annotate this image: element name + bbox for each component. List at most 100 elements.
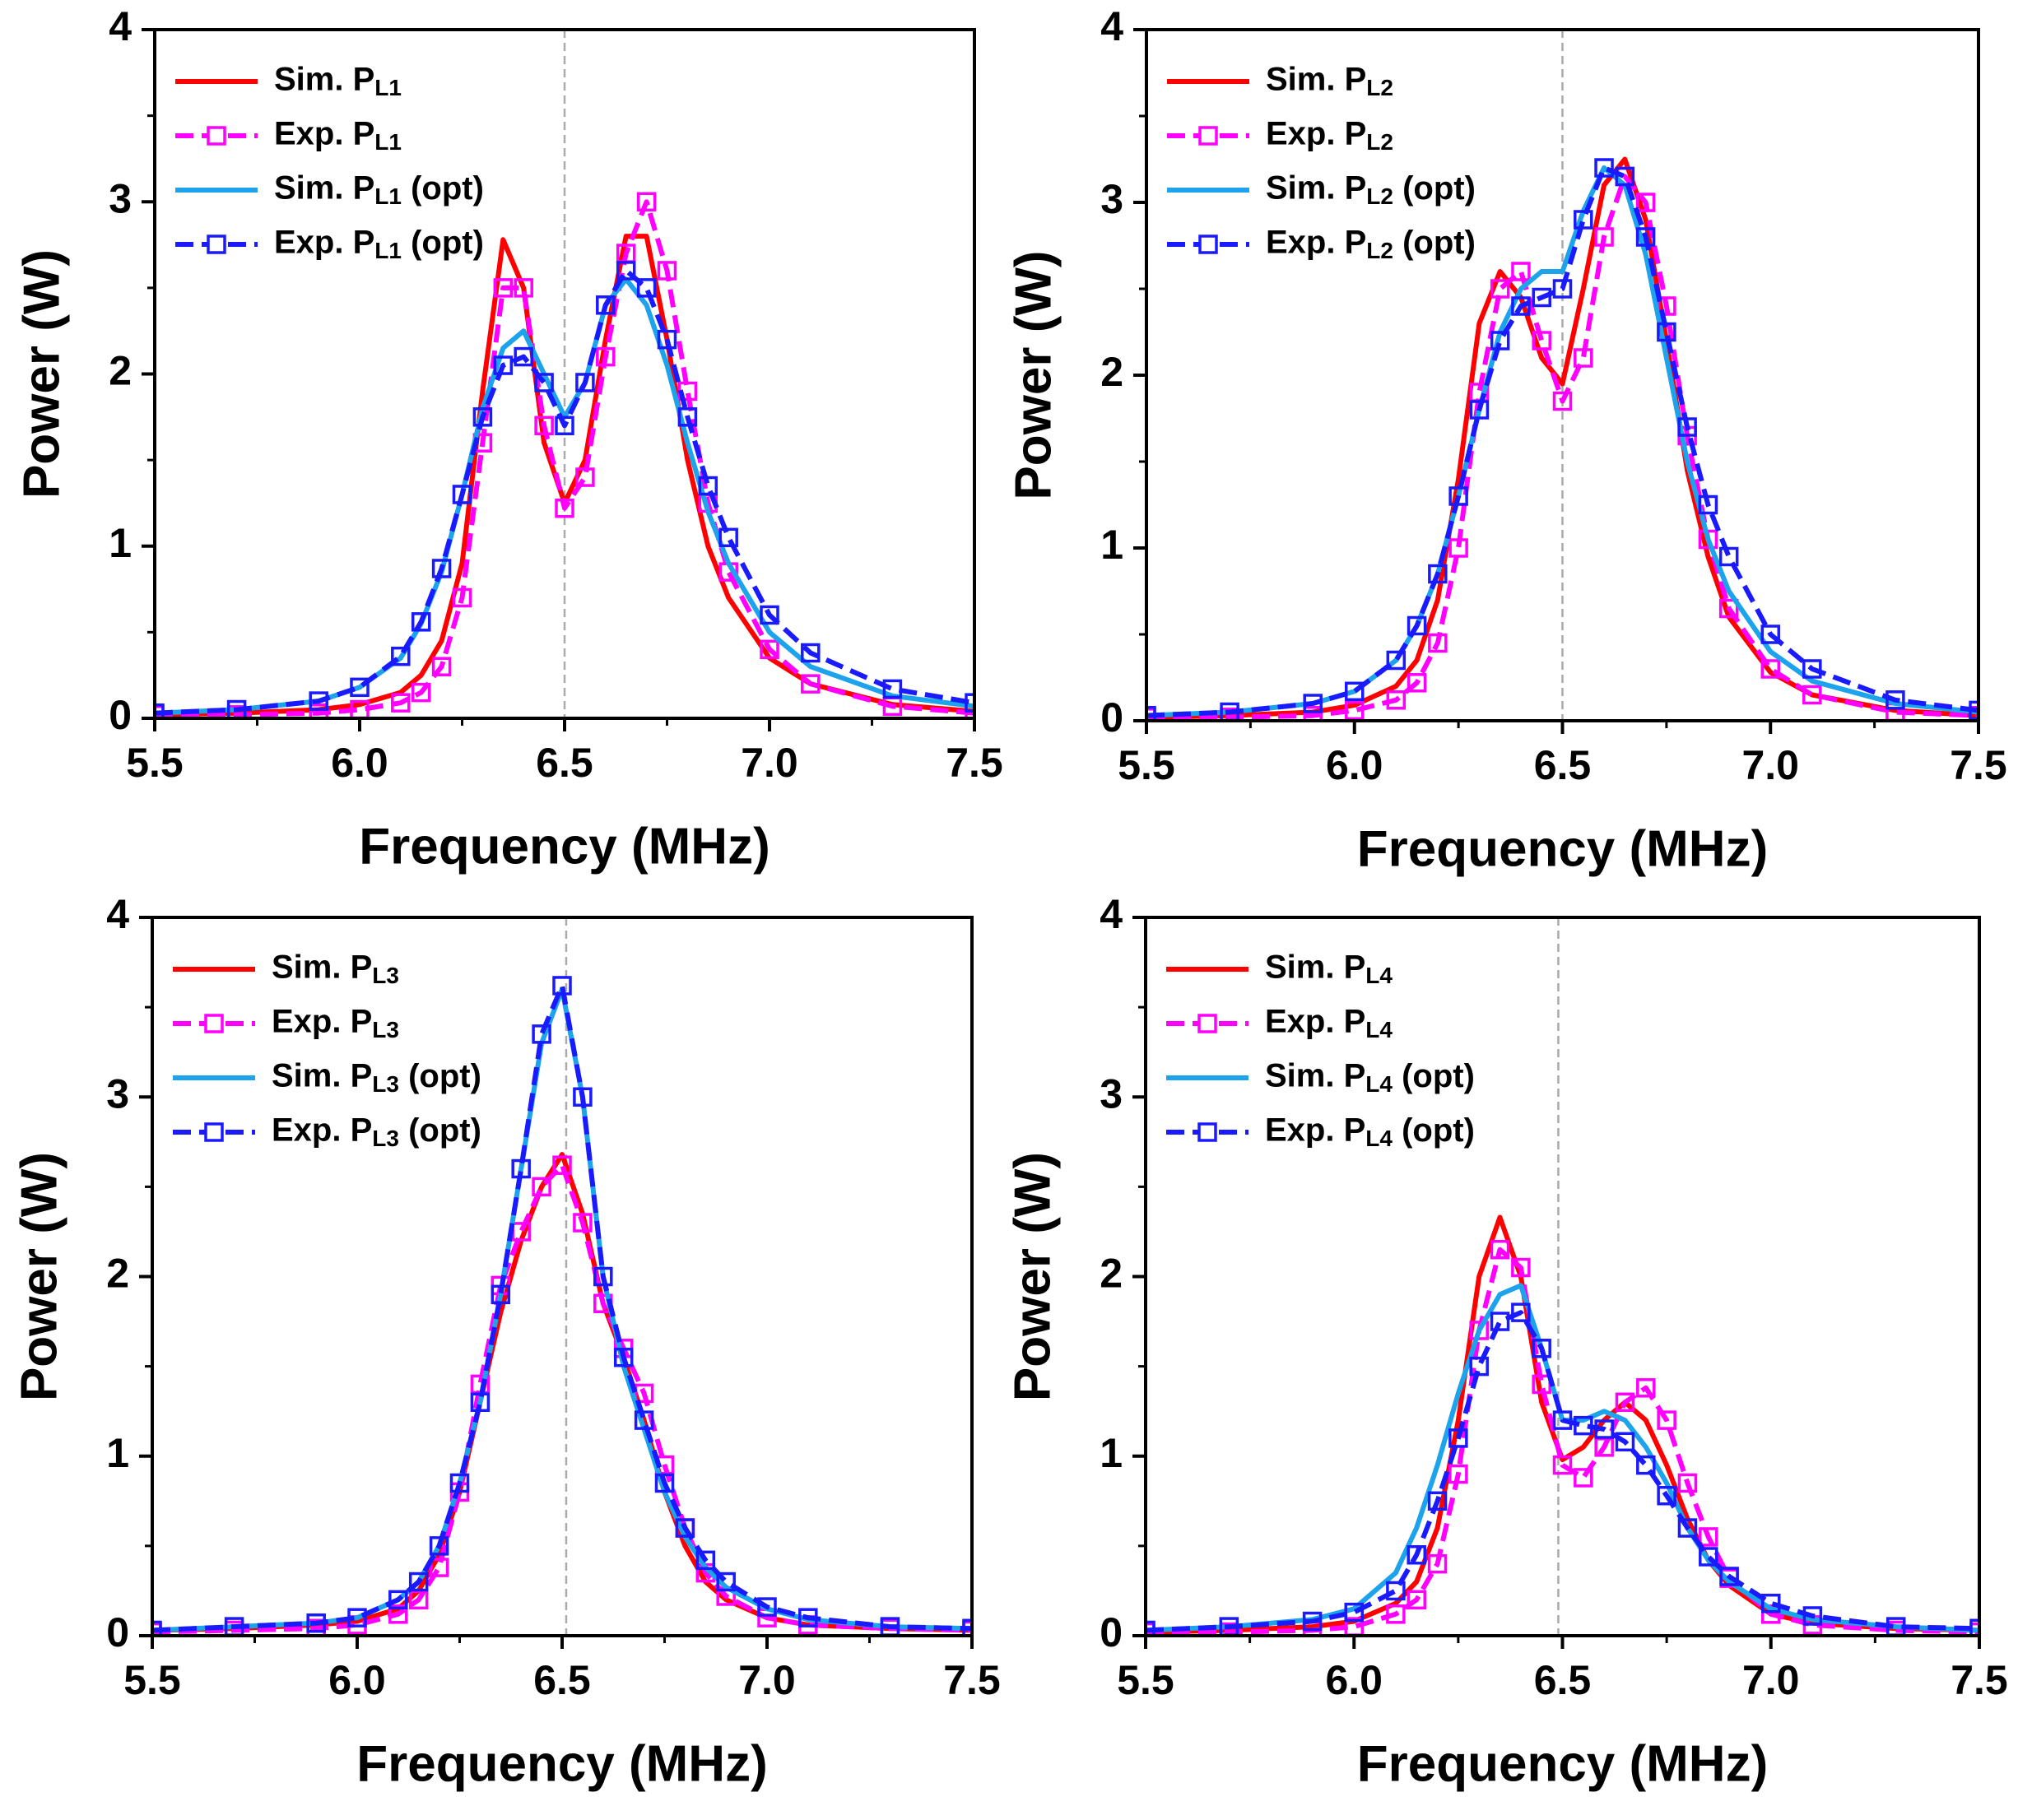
marker	[514, 346, 533, 367]
marker	[1511, 296, 1531, 316]
plot-frame	[153, 28, 976, 720]
marker	[1615, 1392, 1635, 1413]
marker	[1802, 685, 1822, 705]
marker	[698, 476, 718, 496]
marker	[1574, 1415, 1593, 1436]
marker	[1760, 624, 1780, 644]
series-line	[152, 982, 972, 1633]
legend: Sim. PL3 Exp. PL3 Sim. PL3 (opt) Exp. PL3 (…	[173, 949, 481, 1151]
plot-area	[1146, 156, 1978, 721]
y-tick-label: 4	[109, 3, 132, 49]
legend-marker	[204, 1014, 224, 1033]
marker	[1490, 331, 1510, 351]
marker	[657, 329, 677, 350]
legend-marker	[207, 234, 226, 254]
marker	[575, 373, 595, 392]
marker	[532, 1024, 551, 1044]
marker	[1146, 1620, 1155, 1636]
marker	[431, 559, 452, 578]
marker	[1699, 1527, 1718, 1547]
legend-marker	[204, 1122, 224, 1142]
marker	[575, 467, 595, 487]
marker	[596, 295, 616, 315]
marker	[1969, 1618, 1979, 1636]
marker	[309, 703, 328, 718]
marker	[636, 192, 657, 211]
panel: 5.5 6.0 6.5 7.0 7.5 0 1 2 3 4 Frequency (MHz) Power…	[1004, 891, 2007, 1792]
legend: Sim. PL4 Exp. PL4 Sim. PL4 (opt) Exp. PL4 (…	[1166, 949, 1475, 1152]
y-tick-label: 0	[1100, 1609, 1123, 1655]
series-line	[155, 199, 974, 717]
marker	[472, 407, 493, 427]
y-tick-label: 2	[1100, 1251, 1123, 1297]
legend-label: Exp. PL2 (opt)	[1266, 225, 1476, 264]
marker	[1615, 166, 1635, 187]
marker	[1386, 1581, 1406, 1601]
y-tick-label: 3	[109, 175, 132, 221]
marker	[1677, 1518, 1698, 1538]
marker	[452, 485, 472, 504]
marker	[1552, 1455, 1573, 1475]
marker	[1532, 331, 1551, 351]
marker	[962, 1618, 972, 1636]
x-tick-label: 7.5	[1951, 1657, 2008, 1703]
marker	[1344, 1602, 1364, 1623]
marker	[760, 605, 779, 625]
x-tick-label: 7.0	[738, 1657, 796, 1703]
marker	[1303, 705, 1323, 721]
x-tick-label: 7.0	[741, 740, 798, 786]
marker	[613, 1347, 634, 1367]
marker	[411, 612, 431, 632]
marker	[718, 527, 738, 548]
legend-label: Sim. PL4 (opt)	[1265, 1058, 1475, 1098]
marker	[1718, 546, 1739, 567]
y-axis-label: Power (W)	[13, 249, 70, 499]
marker	[801, 674, 821, 694]
x-tick-label: 7.5	[946, 740, 1003, 786]
marker	[1302, 1611, 1323, 1632]
y-tick-label: 1	[106, 1430, 129, 1476]
legend-label: Sim. PL3	[272, 949, 399, 989]
series-line	[1146, 1247, 1979, 1635]
marker	[1657, 1410, 1676, 1430]
y-tick-label: 2	[109, 348, 132, 394]
x-axis-label: Frequency (MHz)	[359, 818, 770, 875]
legend-label: Exp. PL3	[272, 1004, 399, 1043]
marker	[1490, 1312, 1510, 1331]
marker	[1428, 564, 1448, 584]
marker	[532, 1177, 551, 1197]
x-tick-label: 6.0	[1326, 742, 1383, 788]
series-line	[1146, 174, 1978, 720]
series-line	[152, 1163, 972, 1635]
marker	[1469, 1356, 1489, 1377]
marker	[1469, 400, 1490, 420]
x-tick-label: 6.5	[536, 740, 593, 786]
plot-area	[155, 192, 974, 718]
marker	[1490, 1240, 1510, 1260]
marker	[1594, 158, 1614, 178]
marker	[429, 1536, 449, 1556]
x-tick-label: 6.0	[331, 740, 388, 786]
marker	[391, 693, 411, 713]
legend-label: Exp. PL4 (opt)	[1265, 1112, 1475, 1152]
legend-label: Sim. PL4	[1265, 949, 1393, 989]
marker	[1146, 705, 1156, 721]
marker	[1407, 1590, 1426, 1610]
x-tick-label: 6.0	[1325, 1657, 1383, 1703]
marker	[1615, 1432, 1635, 1452]
marker	[491, 1284, 511, 1305]
series-line	[1146, 1310, 1979, 1633]
marker	[675, 1518, 695, 1538]
marker	[616, 261, 636, 281]
marker	[552, 976, 572, 996]
marker	[1802, 659, 1822, 679]
marker	[757, 1597, 777, 1617]
marker	[1636, 1455, 1656, 1475]
marker	[1699, 1547, 1718, 1567]
marker	[760, 639, 779, 660]
legend-marker	[1197, 1122, 1217, 1142]
marker	[1635, 193, 1656, 212]
legend-label: Exp. PL1	[274, 116, 402, 156]
marker	[1469, 1321, 1489, 1340]
marker	[1448, 1428, 1468, 1448]
